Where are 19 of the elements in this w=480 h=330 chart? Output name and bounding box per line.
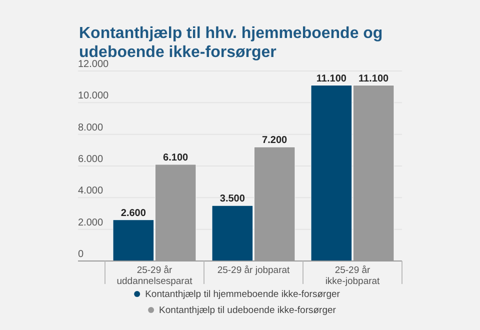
y-tick-label: 6.000 [78, 154, 104, 165]
x-tick-label: 25-29 år uddannelsesparat [116, 265, 193, 287]
y-tick-label: 0 [78, 249, 84, 260]
data-label: 3.500 [220, 194, 246, 205]
y-tick-label: 8.000 [78, 122, 104, 134]
data-label: 11.100 [358, 73, 390, 84]
chart-title: Kontanthjælp til hhv. hjemmeboende og udeboende ikke-forsørger [79, 25, 383, 61]
x-tick-label: 25-29 år jobparat [217, 265, 290, 276]
data-label: 7.200 [262, 135, 288, 146]
y-tick-label: 12.000 [78, 59, 110, 70]
legend-label: Kontanthjælp til hjemmeboende ikke-forsørger [145, 289, 340, 300]
y-tick-label: 2.000 [78, 217, 104, 228]
data-label: 6.100 [163, 152, 189, 164]
legend-label: Kontanthjælp til udeboende ikke-forsørger [159, 305, 336, 316]
data-label: 2.600 [120, 208, 146, 219]
x-tick-label: 25-29 år ikke-jobparat [325, 265, 380, 287]
data-label: 11.100 [316, 73, 347, 84]
y-tick-label: 4.000 [78, 186, 104, 197]
y-tick-label: 10.000 [78, 90, 110, 102]
